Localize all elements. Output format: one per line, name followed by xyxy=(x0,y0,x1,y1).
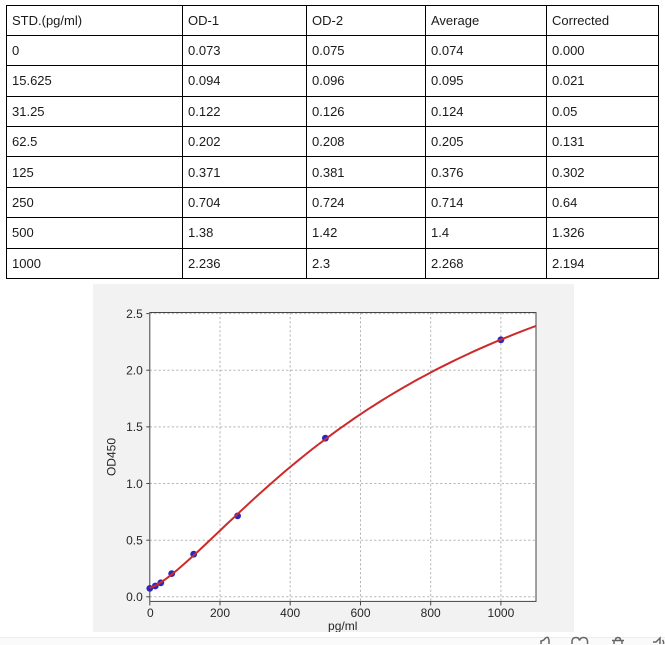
svg-text:200: 200 xyxy=(210,606,230,620)
svg-text:1000: 1000 xyxy=(488,606,515,620)
svg-text:2.5: 2.5 xyxy=(126,307,143,321)
svg-text:600: 600 xyxy=(350,606,370,620)
svg-text:0.5: 0.5 xyxy=(126,534,143,548)
svg-text:2.0: 2.0 xyxy=(126,364,143,378)
svg-text:1.0: 1.0 xyxy=(126,477,143,491)
svg-text:0: 0 xyxy=(147,606,154,620)
svg-text:pg/ml: pg/ml xyxy=(328,619,357,632)
svg-text:800: 800 xyxy=(421,606,441,620)
svg-text:400: 400 xyxy=(280,606,300,620)
svg-text:OD450: OD450 xyxy=(104,438,118,476)
svg-text:0.0: 0.0 xyxy=(126,590,143,604)
svg-text:1.5: 1.5 xyxy=(126,420,143,434)
